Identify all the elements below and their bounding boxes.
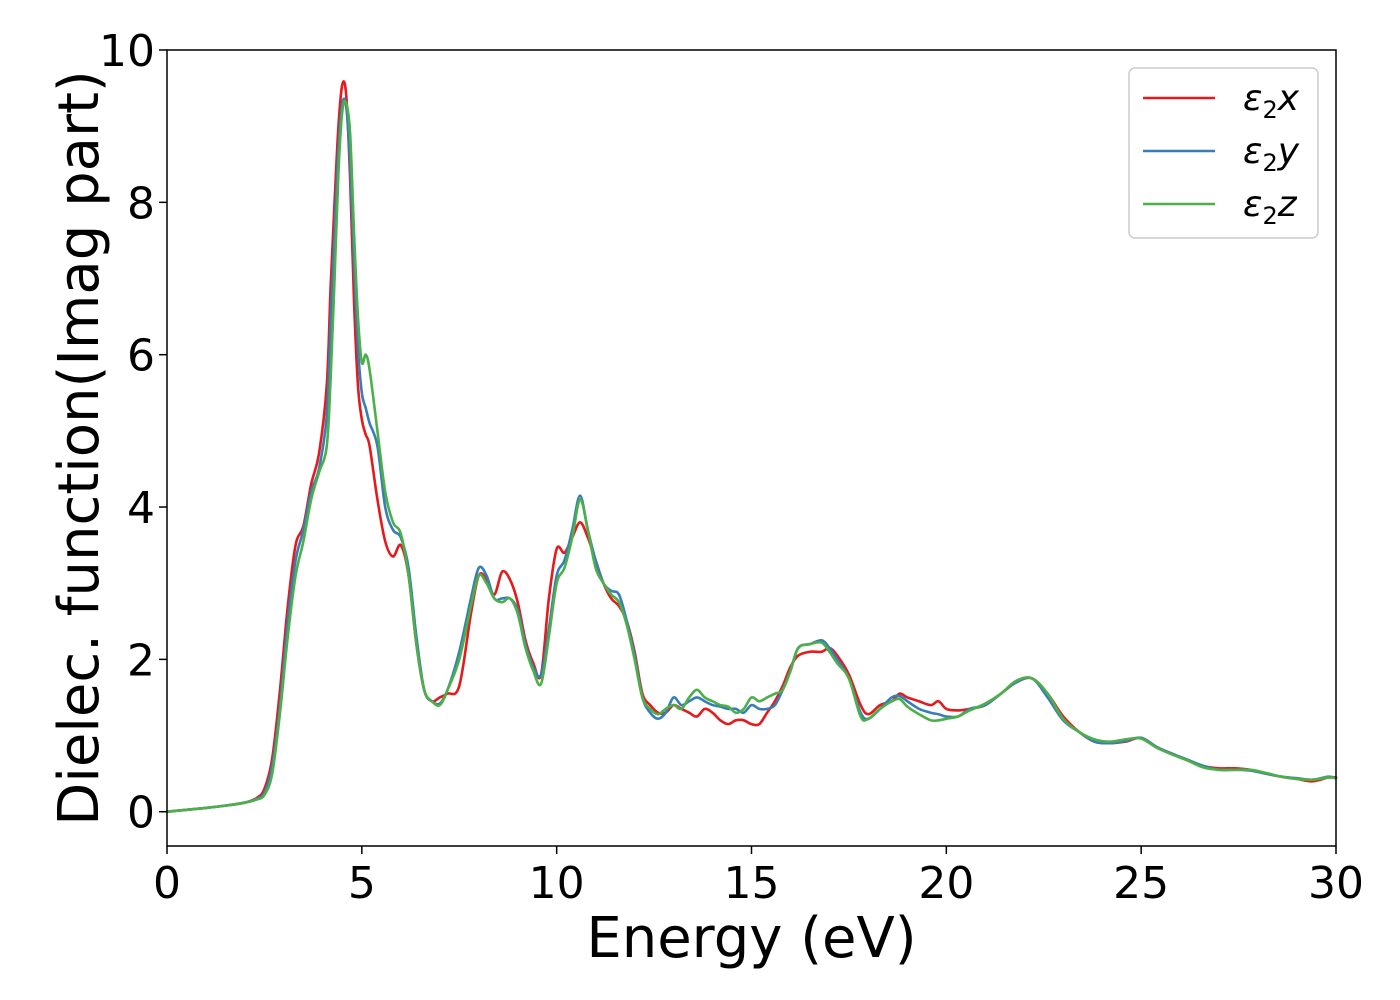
- y-tick-label: 4: [127, 483, 155, 534]
- legend-label-base: ε: [1243, 78, 1262, 119]
- legend-label-sub: 2: [1262, 202, 1277, 230]
- legend-box: [1128, 67, 1319, 239]
- legend-item-z: ε2z: [1143, 184, 1298, 230]
- x-tick-label: 20: [918, 858, 974, 909]
- legend-label-base: ε: [1243, 131, 1262, 172]
- y-tick-label: 10: [99, 26, 155, 77]
- series-line-z: [165, 99, 1338, 814]
- x-tick-label: 30: [1308, 858, 1364, 909]
- legend-label-base: ε: [1243, 184, 1262, 225]
- legend-label: ε2y: [1243, 131, 1300, 177]
- x-tick-label: 15: [724, 858, 780, 909]
- legend-label-suffix: z: [1277, 184, 1298, 225]
- legend-label-sub: 2: [1262, 96, 1277, 124]
- legend-label-suffix: x: [1277, 78, 1300, 119]
- x-tick-label: 25: [1113, 858, 1169, 909]
- y-tick-label: 0: [127, 788, 155, 839]
- legend-label-suffix: y: [1277, 131, 1300, 172]
- x-axis-label: Energy (eV): [586, 906, 916, 971]
- x-tick-label: 10: [529, 858, 585, 909]
- x-tick-label: 0: [153, 858, 181, 909]
- series-layer: [165, 80, 1338, 814]
- y-tick-label: 6: [127, 331, 155, 382]
- legend-item-y: ε2y: [1143, 131, 1300, 177]
- y-tick-label: 8: [127, 178, 155, 229]
- y-tick-label: 2: [127, 635, 155, 686]
- legend-item-x: ε2x: [1143, 78, 1300, 124]
- legend-label: ε2x: [1243, 78, 1300, 124]
- x-tick-label: 5: [348, 858, 376, 909]
- tick-layer: 0 5 10 15 20 25 30 0 2 4 6 8 10: [99, 26, 1364, 909]
- y-axis-label: Dielec. function(Imag part): [47, 70, 112, 826]
- legend-label: ε2z: [1243, 184, 1298, 230]
- legend-label-sub: 2: [1262, 149, 1277, 177]
